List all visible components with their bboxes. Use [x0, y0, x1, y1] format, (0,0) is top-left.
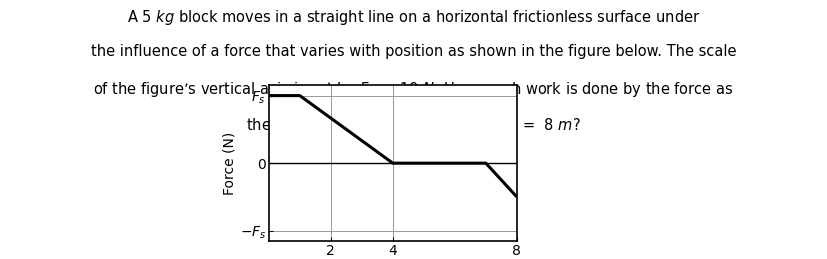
Text: the block moves from the origin to $x$  =  8 $m$?: the block moves from the origin to $x$ =…	[246, 116, 581, 135]
Text: the influence of a force that varies with position as shown in the figure below.: the influence of a force that varies wit…	[91, 44, 736, 59]
Text: A 5 $kg$ block moves in a straight line on a horizontal frictionless surface und: A 5 $kg$ block moves in a straight line …	[127, 8, 700, 26]
Y-axis label: Force (N): Force (N)	[222, 132, 237, 195]
Text: of the figure’s vertical axis is set by $F_s$  = 10 $N$. How much work is done b: of the figure’s vertical axis is set by …	[93, 80, 734, 99]
